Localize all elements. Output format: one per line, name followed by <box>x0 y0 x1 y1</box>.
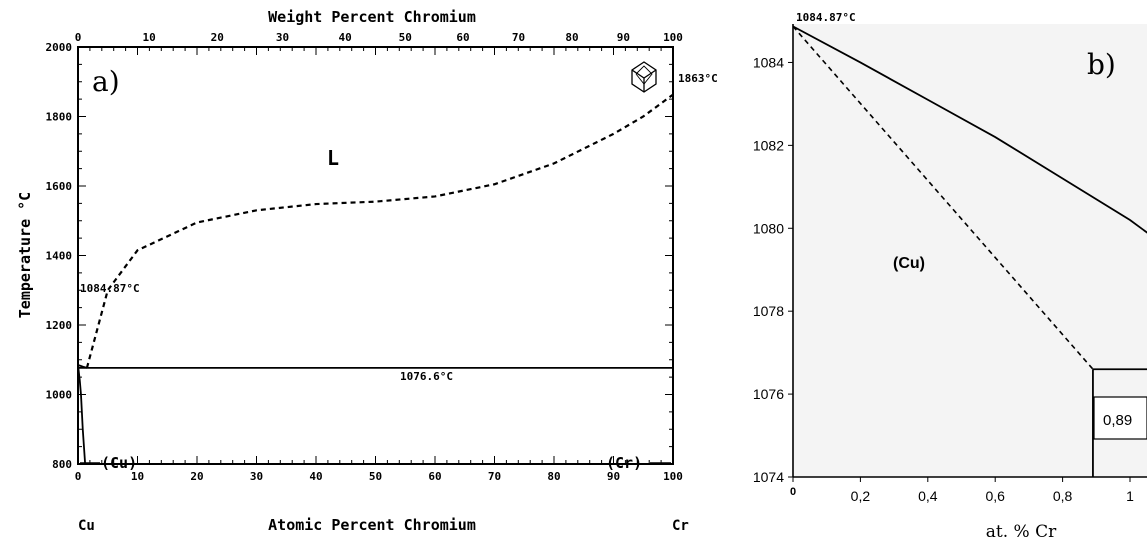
panel-a-x-tick-label: 10 <box>131 470 144 483</box>
panel-a-x-tick-label: 100 <box>663 470 683 483</box>
panel-a-top-tick-label: 40 <box>339 31 352 44</box>
panel-b-x-tick-label: 1 <box>1126 488 1134 504</box>
panel-b-y-tick-label: 1074 <box>753 469 784 485</box>
panel-a-y-tick-labels: 800 1000 1200 1400 1600 1800 2000 <box>46 41 73 471</box>
panel-a-top-tick-label: 30 <box>276 31 289 44</box>
panel-b-x-tick-labels: 0 0,2 0,4 0,6 0,8 1 <box>790 486 1134 504</box>
panel-a-top-tick-label: 10 <box>143 31 156 44</box>
panel-a-right-element: Cr <box>672 518 689 534</box>
panel-a-x-tick-label: 50 <box>369 470 382 483</box>
panel-a-top-tick-label: 50 <box>399 31 412 44</box>
panel-a-x-tick-label: 70 <box>488 470 501 483</box>
panel-a-y-tick-label: 1800 <box>46 111 73 124</box>
panel-b-series-line-1 <box>792 25 1094 370</box>
panel-b-x-tick-label: 0 <box>790 486 796 498</box>
liquid-region-label: L <box>327 146 339 170</box>
cr-phase-label: (Cr) <box>606 454 642 472</box>
composition-value-label: 0,89 <box>1103 412 1132 429</box>
panel-a-cu-cr-diagram: 0 10 20 30 40 50 60 70 80 90 100 0 10 20 30 40 50 60 70 80… <box>16 8 718 534</box>
panel-b-xlabel: at. % Cr <box>986 522 1057 542</box>
panel-a-x-tick-label: 0 <box>75 470 82 483</box>
panel-a-plot-frame <box>77 46 674 465</box>
panel-a-y-tick-label: 1000 <box>46 389 73 402</box>
panel-b-y-tick-label: 1080 <box>753 220 784 236</box>
panel-b-tick-marks <box>788 61 1131 482</box>
panel-b-y-tick-label: 1084 <box>753 54 784 70</box>
panel-a-ylabel: Temperature °C <box>16 192 34 318</box>
panel-a-x-tick-label: 60 <box>428 470 441 483</box>
panel-a-y-tick-label: 2000 <box>46 41 73 54</box>
panel-a-top-tick-label: 100 <box>663 31 683 44</box>
panel-b-y-tick-label: 1076 <box>753 386 784 402</box>
cu-melting-label: 1084.87°C <box>80 282 140 295</box>
cr-melting-label: 1863°C <box>678 72 718 85</box>
panel-a-top-tick-label: 90 <box>617 31 630 44</box>
panel-a-top-tick-labels: 0 10 20 30 40 50 60 70 80 90 100 <box>75 31 683 44</box>
panel-a-series-group <box>77 93 674 465</box>
panel-a-x-tick-label: 20 <box>190 470 203 483</box>
panel-a-x-tick-label: 90 <box>607 470 620 483</box>
panel-a-top-tick-label: 20 <box>211 31 224 44</box>
panel-b-x-tick-label: 0,8 <box>1053 488 1073 504</box>
panel-a-xlabel: Atomic Percent Chromium <box>268 516 476 534</box>
panel-a-x-tick-label: 40 <box>309 470 322 483</box>
panel-b-x-tick-label: 0,4 <box>918 488 938 504</box>
panel-a-y-tick-label: 1600 <box>46 180 73 193</box>
panel-a-x-tick-labels: 0 10 20 30 40 50 60 70 80 90 100 <box>75 470 683 483</box>
panel-a-series-line-3 <box>77 364 87 465</box>
cu-phase-label: (Cu) <box>101 454 137 472</box>
panel-a-top-tick-label: 80 <box>565 31 578 44</box>
panel-b-x-tick-label: 0,6 <box>985 488 1005 504</box>
panel-a-x-tick-label: 80 <box>547 470 560 483</box>
panel-b-x-tick-label: 0,2 <box>851 488 871 504</box>
panel-a-y-tick-label: 800 <box>52 458 72 471</box>
panel-a-y-tick-label: 1400 <box>46 250 73 263</box>
panel-a-top-tick-label: 70 <box>512 31 525 44</box>
panel-b-label: b) <box>1087 48 1116 81</box>
panel-b-plot-background <box>793 24 1147 477</box>
panel-a-y-tick-label: 1200 <box>46 319 73 332</box>
panel-b-series-group <box>792 25 1147 477</box>
panel-b-cu-melting-label: 1084.87°C <box>796 11 856 24</box>
panel-a-label: a) <box>92 65 120 98</box>
eutectic-label: 1076.6°C <box>400 370 453 383</box>
panel-b-y-tick-labels: 1074 1076 1078 1080 1082 1084 <box>753 54 784 485</box>
panel-a-tick-marks <box>77 46 674 465</box>
panel-b-y-tick-label: 1082 <box>753 137 784 153</box>
panel-b-y-tick-label: 1078 <box>753 303 784 319</box>
panel-a-top-tick-label: 60 <box>456 31 469 44</box>
composition-value-box <box>1093 396 1147 440</box>
panel-b-series-line-0 <box>792 25 1147 234</box>
panel-a-x-tick-label: 30 <box>250 470 263 483</box>
panel-b-zoom-diagram: 0 0,2 0,4 0,6 0,8 1 107410761078108010821084 … <box>753 11 1147 542</box>
panel-b-cu-phase-label: (Cu) <box>893 255 925 272</box>
panel-a-left-element: Cu <box>78 518 95 534</box>
panel-a-series-line-0 <box>85 93 674 369</box>
panel-a-title: Weight Percent Chromium <box>268 8 476 26</box>
crystal-structure-icon <box>631 61 657 93</box>
panel-a-top-tick-label: 0 <box>75 31 82 44</box>
